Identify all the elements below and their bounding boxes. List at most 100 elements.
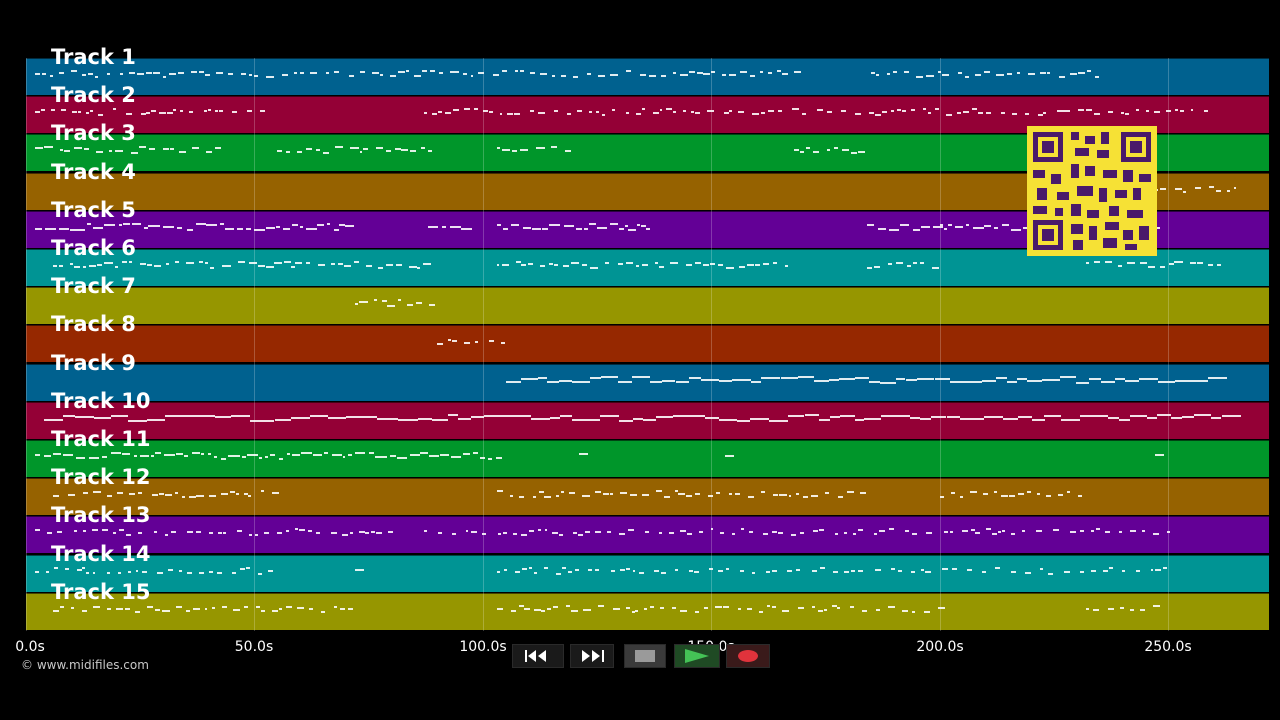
note-bar xyxy=(546,607,551,610)
note-bar xyxy=(595,491,601,494)
track-label: Track 2 xyxy=(51,83,136,108)
note-bar xyxy=(985,112,992,115)
note-bar xyxy=(496,490,504,493)
note-bar xyxy=(407,304,414,307)
note-bar xyxy=(649,380,663,383)
note-bar xyxy=(1080,414,1096,417)
note-bar xyxy=(261,609,266,612)
fast-forward-button[interactable] xyxy=(570,644,614,668)
note-bar xyxy=(590,267,598,269)
note-bar xyxy=(130,152,138,155)
note-bar xyxy=(1147,266,1155,268)
note-bar xyxy=(1093,113,1100,116)
play-icon xyxy=(685,649,709,663)
note-bar xyxy=(177,226,183,229)
grid-line xyxy=(711,58,712,631)
note-bar xyxy=(59,72,64,74)
record-button[interactable] xyxy=(726,644,770,668)
note-bar xyxy=(178,72,184,74)
note-bar xyxy=(477,72,485,74)
note-bar xyxy=(715,492,720,495)
note-bar xyxy=(654,262,659,264)
note-bar xyxy=(259,457,263,459)
note-bar xyxy=(1043,112,1047,115)
note-bar xyxy=(567,113,571,116)
note-bar xyxy=(571,418,585,421)
note-bar xyxy=(871,72,876,74)
note-bar xyxy=(1108,111,1113,114)
note-bar xyxy=(944,227,948,230)
track-lane xyxy=(26,478,1269,516)
note-bar xyxy=(840,414,855,417)
note-bar xyxy=(669,532,674,535)
note-bar xyxy=(984,224,992,227)
note-bar xyxy=(1159,266,1166,268)
note-bar xyxy=(854,418,865,421)
note-bar xyxy=(618,533,625,536)
note-bar xyxy=(1010,228,1021,231)
note-bar xyxy=(428,150,433,153)
note-bar xyxy=(659,606,664,609)
note-bar xyxy=(781,609,789,612)
note-bar xyxy=(981,379,997,382)
note-bar xyxy=(620,568,626,571)
note-bar xyxy=(1130,414,1147,417)
note-bar xyxy=(470,415,485,418)
note-bar xyxy=(378,267,383,269)
note-bar xyxy=(905,378,918,381)
play-button[interactable] xyxy=(674,644,720,668)
note-bar xyxy=(864,417,882,420)
note-bar xyxy=(1017,377,1028,380)
note-bar xyxy=(198,571,204,574)
note-bar xyxy=(110,414,128,417)
note-bar xyxy=(573,532,577,535)
rewind-button[interactable] xyxy=(512,644,564,668)
stop-button[interactable] xyxy=(624,644,666,668)
note-bar xyxy=(710,71,716,73)
note-bar xyxy=(993,226,998,229)
note-bar xyxy=(570,609,578,612)
note-bar xyxy=(695,610,700,613)
note-bar xyxy=(694,112,700,115)
note-bar xyxy=(689,376,702,379)
note-bar xyxy=(299,225,303,228)
note-bar xyxy=(946,415,960,418)
note-bar xyxy=(1039,72,1046,74)
note-bar xyxy=(94,76,98,78)
note-bar xyxy=(295,262,302,264)
note-bar xyxy=(147,264,152,266)
note-bar xyxy=(649,75,656,77)
note-bar xyxy=(994,566,1000,569)
note-bar xyxy=(78,111,82,114)
note-bar xyxy=(766,604,770,607)
note-bar xyxy=(190,414,205,417)
note-bar xyxy=(145,112,150,115)
note-bar xyxy=(543,496,552,499)
note-bar xyxy=(636,113,641,116)
tick-label: 250.0s xyxy=(1144,639,1192,655)
note-bar xyxy=(787,569,792,572)
note-bar xyxy=(195,531,202,534)
note-bar xyxy=(1086,262,1090,264)
note-bar xyxy=(824,492,830,495)
note-bar xyxy=(693,570,699,573)
note-bar xyxy=(589,376,601,379)
note-bar xyxy=(631,610,635,613)
note-bar xyxy=(1077,109,1084,112)
note-bar xyxy=(107,607,112,610)
note-bar xyxy=(909,416,920,419)
note-bar xyxy=(887,73,890,75)
note-bar xyxy=(754,264,760,266)
note-bar xyxy=(772,569,778,572)
note-bar xyxy=(776,70,782,72)
note-bar xyxy=(800,151,804,154)
note-bar xyxy=(464,342,470,345)
note-bar xyxy=(892,71,898,73)
note-bar xyxy=(159,112,166,115)
note-bar xyxy=(619,227,624,230)
note-bar xyxy=(83,266,87,268)
note-bar xyxy=(180,110,184,113)
note-bar xyxy=(103,223,116,226)
note-bar xyxy=(788,495,792,498)
note-bar xyxy=(430,70,436,72)
